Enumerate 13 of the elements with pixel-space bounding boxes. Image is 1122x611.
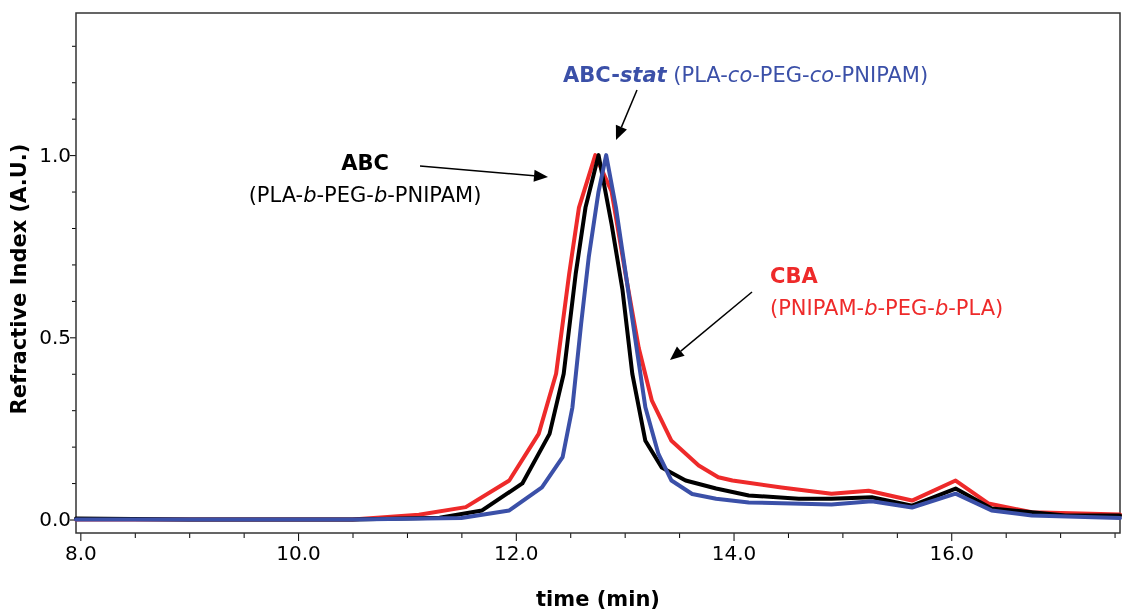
y-tick-label: 0.0 <box>39 507 71 532</box>
x-tick-label: 8.0 <box>64 541 97 565</box>
y-tick-label: 1.0 <box>39 143 71 168</box>
y-axis-title: Refractive Index (A.U.) <box>7 143 31 415</box>
text: CBA (PNIPAM-b-PEG-b-PLA) <box>770 264 1004 320</box>
x-tick-label: 12.0 <box>494 541 539 565</box>
x-axis-title: time (min) <box>536 587 660 611</box>
x-tick-label: 10.0 <box>276 541 321 565</box>
x-tick-label: 16.0 <box>929 541 975 565</box>
text: ABC (PLA-b-PEG-b-PNIPAM) <box>248 151 482 207</box>
text: ABC-stat (PLA-co-PEG-co-PNIPAM) <box>563 63 929 87</box>
x-tick-label: 14.0 <box>711 541 757 565</box>
y-tick-label: 0.5 <box>39 325 71 350</box>
